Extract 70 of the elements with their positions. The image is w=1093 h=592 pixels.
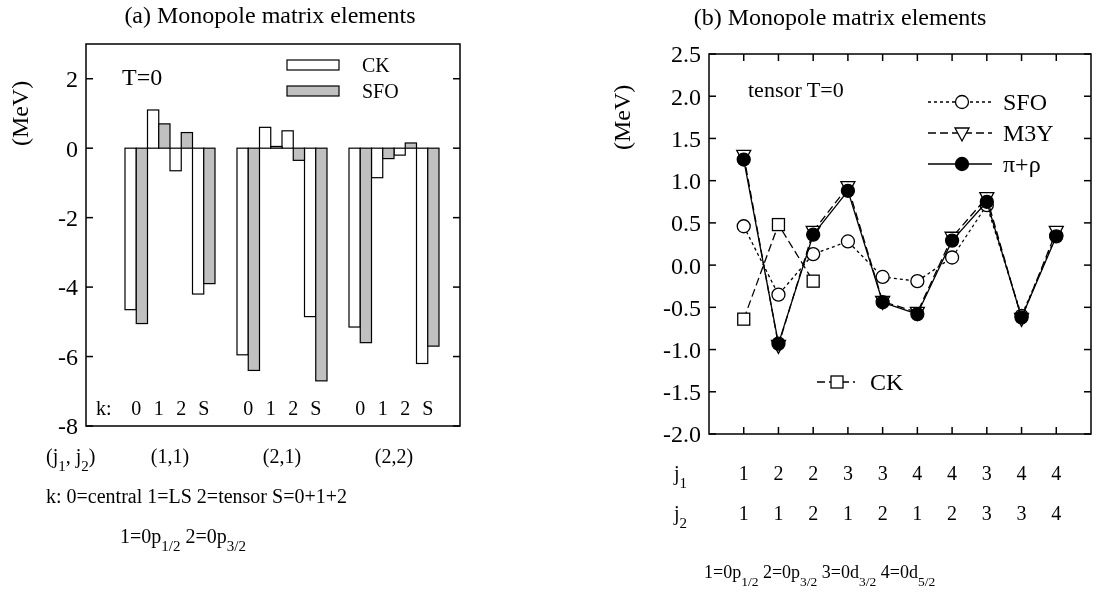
x-tick-label: 2 (288, 397, 299, 419)
text: (j$_{1}$, j$_{2}$) (46, 445, 96, 474)
y-tick-label: 2.0 (671, 83, 701, 110)
y-axis-title: (MeV) (7, 80, 33, 147)
text: 1=0p$_{1/2}$ 2=0p$_{3/2}$ (120, 525, 246, 554)
x-tick-label: 2 (808, 462, 819, 484)
x-tick-label: 3 (842, 462, 853, 484)
legend-label: π+ρ (1003, 151, 1041, 178)
legend-label: M3Y (1003, 120, 1054, 147)
x-tick-label: 0 (355, 397, 366, 419)
y-tick-label: -6 (58, 343, 78, 370)
y-tick-label: -1.5 (663, 379, 701, 406)
chart-title: (b) Monopole matrix elements (693, 4, 987, 30)
y-tick-label: -1.0 (663, 336, 701, 363)
text: 3 (1016, 502, 1027, 524)
text: 4 (1051, 502, 1062, 524)
text: 1 (738, 502, 749, 524)
x-tick-label: 1 (377, 397, 388, 419)
legend-label: SFO (1003, 89, 1048, 116)
y-axis-title: (MeV) (609, 84, 635, 150)
y-tick-label: 0 (66, 135, 78, 162)
y-tick-label: -2 (58, 205, 78, 232)
x-tick-label: 0 (243, 397, 254, 419)
x-tick-label: 2 (176, 397, 187, 419)
text: (1,1) (150, 445, 190, 468)
x-tick-label: 0 (131, 397, 142, 419)
text: j$_{1}$ (673, 462, 688, 491)
y-tick-label: -8 (58, 413, 78, 440)
x-tick-label: 2 (400, 397, 411, 419)
text: 2 (877, 502, 888, 524)
y-tick-label: 1.5 (671, 125, 701, 152)
x-tick-label: 2 (773, 462, 784, 484)
text: 1=0p$_{1/2}$ 2=0p$_{3/2}$ 3=0d$_{3/2}$ 4=0d$_{5/2}$ (704, 562, 936, 589)
x-tick-label: S (310, 397, 322, 419)
x-tick-label: 4 (947, 462, 958, 484)
x-tick-label: 1 (265, 397, 276, 419)
y-tick-label: 2.5 (671, 41, 701, 68)
y-tick-label: -0.5 (663, 294, 701, 321)
y-tick-label: -4 (58, 274, 78, 301)
text: j$_{2}$ (673, 502, 688, 531)
x-tick-label: 3 (981, 462, 992, 484)
text: 1 (773, 502, 784, 524)
text: (2,1) (262, 445, 302, 468)
legend-label: SFO (362, 80, 399, 102)
x-tick-label: 4 (1016, 462, 1027, 484)
text: (2,2) (374, 445, 414, 468)
x-tick-label: 4 (912, 462, 923, 484)
y-tick-label: 1.0 (671, 168, 701, 195)
text: 2 (947, 502, 958, 524)
chart-title: (a) Monopole matrix elements (124, 2, 416, 28)
text: 2 (808, 502, 819, 524)
text: 1 (912, 502, 923, 524)
annotation: tensor T=0 (748, 77, 844, 102)
x-tick-label: 3 (877, 462, 888, 484)
y-tick-label: 0.5 (671, 210, 701, 237)
text: k: 0=central 1=LS 2=tensor S=0+1+2 (46, 485, 347, 507)
text: k: (96, 397, 112, 419)
x-tick-label: S (422, 397, 434, 419)
x-tick-label: 1 (738, 462, 749, 484)
legend-label: CK (362, 54, 391, 76)
x-tick-label: 4 (1051, 462, 1062, 484)
text: 3 (981, 502, 992, 524)
x-tick-label: 1 (153, 397, 164, 419)
text: 1 (842, 502, 853, 524)
legend-label: CK (870, 369, 905, 396)
annotation: T=0 (122, 64, 163, 90)
y-tick-label: -2.0 (663, 421, 701, 448)
y-tick-label: 2 (66, 66, 78, 93)
y-tick-label: 0.0 (671, 252, 701, 279)
x-tick-label: S (198, 397, 210, 419)
